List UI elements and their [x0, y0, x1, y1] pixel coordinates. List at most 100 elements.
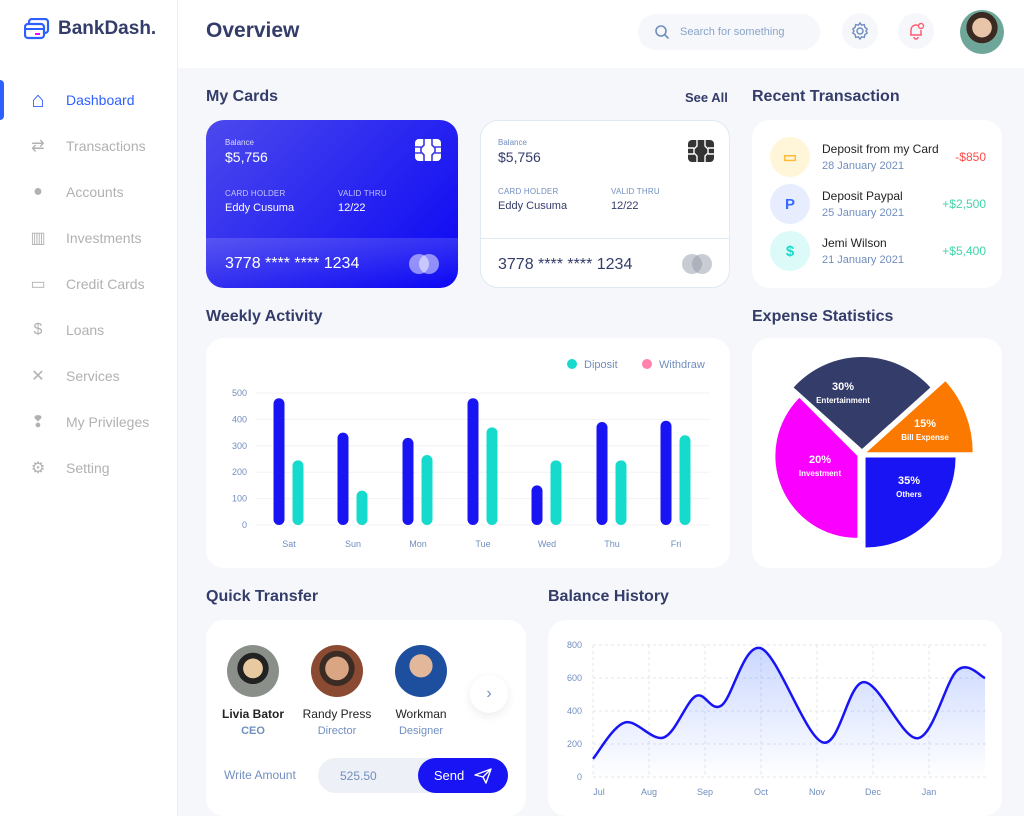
sidebar-item-label: Credit Cards — [66, 276, 145, 292]
transaction-title: Deposit Paypal — [822, 189, 903, 203]
balance-history-title: Balance History — [548, 588, 669, 605]
weekly-activity-title: Weekly Activity — [206, 308, 323, 325]
card-balance: $5,756 — [225, 149, 268, 165]
investment-icon: ▥ — [30, 230, 46, 247]
card-holder: Eddy Cusuma — [498, 200, 568, 212]
sidebar-item-loans[interactable]: $ Loans — [0, 310, 178, 350]
pie-value-label: 20% — [809, 454, 831, 466]
sidebar-item-label: Transactions — [66, 138, 146, 154]
sidebar-item-dashboard[interactable]: ⌂ Dashboard — [0, 80, 178, 120]
page-title: Overview — [206, 19, 300, 42]
sidebar-item-label: Services — [66, 368, 120, 384]
credit-card-white[interactable]: Balance $5,756 CARD HOLDER Eddy Cusuma V… — [480, 120, 730, 288]
sidebar-item-services[interactable]: ✕ Services — [0, 356, 178, 396]
transaction-row[interactable]: $ Jemi Wilson 21 January 2021 +$5,400 — [752, 231, 1002, 273]
next-people-button[interactable]: › — [470, 675, 508, 713]
coin-icon: $ — [770, 231, 810, 271]
sidebar-item-accounts[interactable]: ● Accounts — [0, 172, 178, 212]
pie-value-label: 35% — [898, 475, 920, 487]
chevron-right-icon: › — [486, 685, 492, 702]
user-avatar[interactable] — [960, 10, 1004, 54]
valid-thru: 12/22 — [611, 200, 639, 212]
transfer-contact[interactable]: Workman Designer — [381, 645, 461, 737]
transaction-row[interactable]: ▭ Deposit from my Card 28 January 2021 -… — [752, 137, 1002, 179]
transaction-row[interactable]: P Deposit Paypal 25 January 2021 +$2,500 — [752, 184, 1002, 226]
expense-pie-chart: 30% Entertainment 15% Bill Expense 35% Others… — [775, 357, 973, 548]
transfer-icon: ⇄ — [31, 138, 45, 155]
home-icon: ⌂ — [31, 87, 45, 112]
contact-avatar — [227, 645, 279, 697]
pie-category-label: Entertainment — [816, 396, 870, 405]
settings-button[interactable] — [842, 13, 878, 49]
card-balance: $5,756 — [498, 149, 541, 165]
pie-value-label: 15% — [914, 418, 936, 430]
notifications-button[interactable] — [898, 13, 934, 49]
sidebar-item-label: Dashboard — [66, 92, 135, 108]
tools-icon: ✕ — [31, 368, 45, 385]
card-holder: Eddy Cusuma — [225, 202, 295, 214]
send-button[interactable]: Send — [418, 758, 508, 793]
pie-slice-investment — [775, 397, 858, 538]
sidebar-item-label: Loans — [66, 322, 105, 338]
contact-name: Randy Press — [302, 707, 372, 721]
transfer-contact[interactable]: Livia Bator CEO — [213, 645, 293, 737]
transaction-amount: +$2,500 — [942, 197, 986, 211]
user-icon: ● — [33, 183, 43, 200]
brand-name: BankDash. — [58, 18, 157, 39]
contact-name: Workman — [395, 707, 447, 721]
sidebar-item-my-privileges[interactable]: ❢ My Privileges — [0, 402, 178, 442]
valid-thru-label: VALID THRU — [338, 189, 387, 198]
search-input[interactable]: Search for something — [638, 14, 820, 50]
bell-icon — [910, 22, 925, 40]
chip-icon — [688, 140, 714, 162]
card-holder-label: CARD HOLDER — [498, 187, 559, 196]
sidebar-item-investments[interactable]: ▥ Investments — [0, 218, 178, 258]
cards-logo-icon — [24, 18, 50, 40]
sidebar: BankDash. ⌂ Dashboard ⇄ Transactions ● Accoun… — [0, 0, 178, 816]
transaction-date: 25 January 2021 — [822, 207, 904, 219]
sidebar-item-transactions[interactable]: ⇄ Transactions — [0, 126, 178, 166]
pie-slice-others — [865, 457, 956, 548]
see-all-link[interactable]: See All — [685, 90, 728, 105]
gear-icon — [851, 21, 869, 41]
valid-thru-label: VALID THRU — [611, 187, 660, 196]
sidebar-item-label: Accounts — [66, 184, 124, 200]
loan-icon: $ — [33, 321, 43, 338]
mastercard-icon — [409, 254, 439, 274]
contact-avatar — [395, 645, 447, 697]
brand-logo[interactable]: BankDash. — [24, 18, 156, 40]
transaction-amount: +$5,400 — [942, 244, 986, 258]
send-label: Send — [433, 768, 465, 783]
chip-icon — [415, 139, 441, 161]
transfer-contact[interactable]: Randy Press Director — [297, 645, 377, 737]
sidebar-item-credit-cards[interactable]: ▭ Credit Cards — [0, 264, 178, 304]
card-number: 3778 **** **** 1234 — [498, 256, 633, 273]
paypal-icon: P — [770, 184, 810, 224]
amount-value: 525.50 — [340, 769, 377, 783]
search-placeholder: Search for something — [680, 26, 785, 38]
quick-transfer-title: Quick Transfer — [206, 588, 319, 605]
balance-label: Balance — [498, 138, 527, 147]
write-amount-label: Write Amount — [224, 768, 296, 782]
transaction-amount: -$850 — [955, 150, 986, 164]
sidebar-item-setting[interactable]: ⚙ Setting — [0, 448, 178, 488]
search-icon — [655, 25, 670, 40]
contact-role: CEO — [241, 725, 265, 737]
balance-label: Balance — [225, 138, 254, 147]
lightbulb-icon: ❢ — [31, 414, 45, 431]
contact-avatar — [311, 645, 363, 697]
pie-slice-bill-expense — [866, 381, 973, 453]
quick-transfer-panel: Livia Bator CEO Randy Press Director Wor… — [206, 620, 526, 816]
my-cards-title: My Cards — [206, 88, 279, 105]
recent-transaction-title: Recent Transaction — [752, 88, 900, 105]
pie-slice-entertainment — [793, 357, 931, 449]
credit-card-blue[interactable]: Balance $5,756 CARD HOLDER Eddy Cusuma V… — [206, 120, 458, 288]
contact-name: Livia Bator — [221, 707, 284, 721]
pie-value-label: 30% — [832, 381, 854, 393]
transaction-date: 28 January 2021 — [822, 160, 904, 172]
weekly-activity-panel — [206, 338, 730, 568]
pie-category-label: Bill Expense — [901, 433, 949, 442]
card-icon: ▭ — [770, 137, 810, 177]
contact-role: Designer — [398, 725, 444, 737]
pie-category-label: Others — [896, 490, 922, 499]
